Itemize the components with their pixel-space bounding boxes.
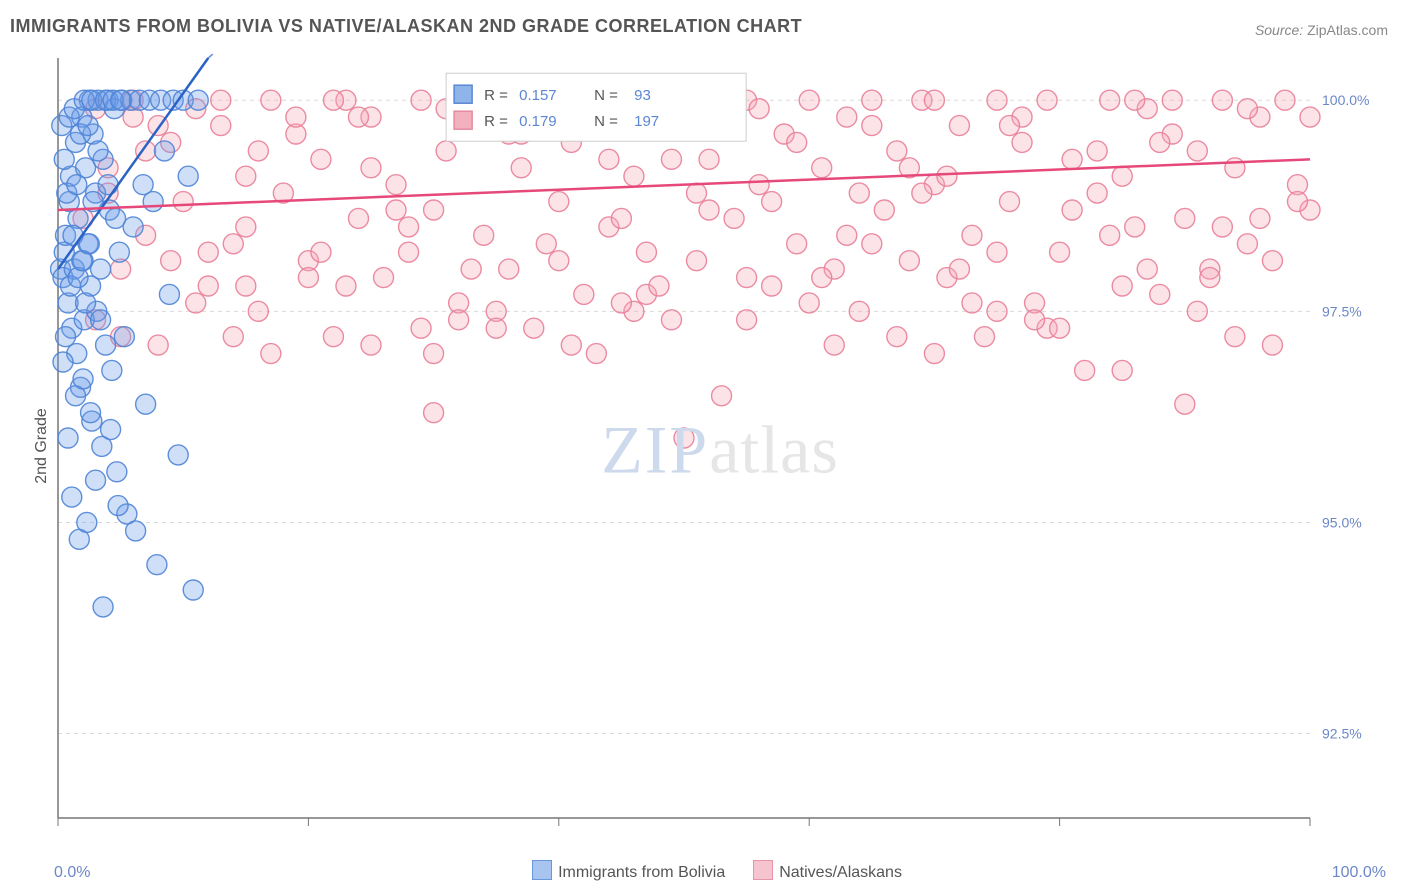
svg-text:0.179: 0.179	[519, 113, 557, 130]
svg-text:N =: N =	[594, 87, 618, 104]
source-credit: Source: ZipAtlas.com	[1255, 22, 1388, 38]
chart-title: IMMIGRANTS FROM BOLIVIA VS NATIVE/ALASKA…	[10, 16, 802, 37]
legend-label: Immigrants from Bolivia	[558, 864, 725, 881]
svg-text:100.0%: 100.0%	[1322, 92, 1369, 108]
svg-text:0.157: 0.157	[519, 87, 557, 104]
svg-text:97.5%: 97.5%	[1322, 303, 1362, 319]
svg-text:92.5%: 92.5%	[1322, 726, 1362, 742]
legend-label: Natives/Alaskans	[779, 864, 902, 881]
source-value: ZipAtlas.com	[1307, 22, 1388, 38]
svg-text:93: 93	[634, 87, 651, 104]
svg-text:R =: R =	[484, 113, 508, 130]
svg-text:197: 197	[634, 113, 659, 130]
plot-area: 92.5% 95.0% 97.5% 100.0% R = 0.157 N = 93 R = 0.1…	[50, 52, 1390, 848]
legend-swatch	[753, 860, 773, 880]
svg-text:R =: R =	[484, 87, 508, 104]
scatter-chart: 92.5% 95.0% 97.5% 100.0% R = 0.157 N = 93 R = 0.1…	[50, 52, 1390, 848]
y-axis-label: 2nd Grade	[33, 408, 51, 484]
bottom-legend: Immigrants from Bolivia Natives/Alaskans	[0, 860, 1406, 882]
svg-text:N =: N =	[594, 113, 618, 130]
svg-text:95.0%: 95.0%	[1322, 514, 1362, 530]
source-label: Source:	[1255, 22, 1303, 38]
legend-swatch	[532, 860, 552, 880]
